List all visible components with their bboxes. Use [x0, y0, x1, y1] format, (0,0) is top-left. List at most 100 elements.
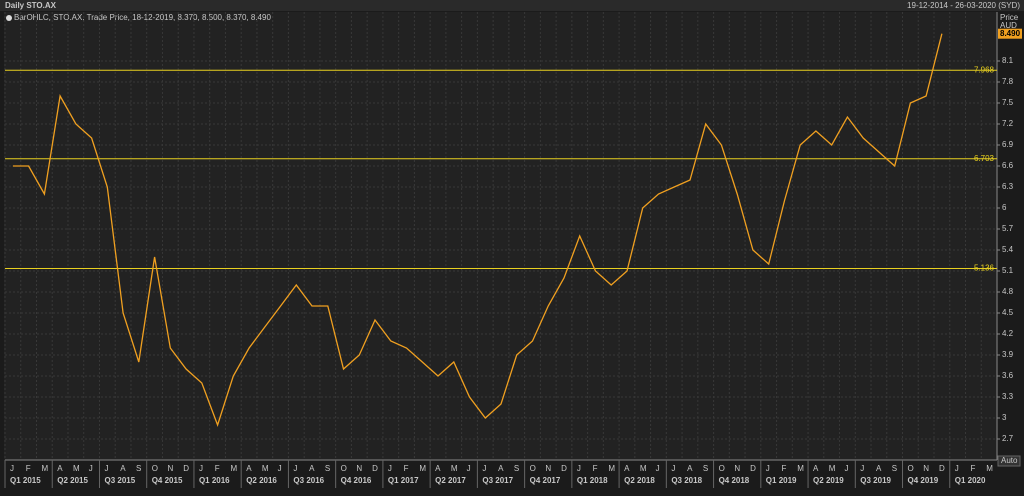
quarter-label: Q2 2016: [246, 476, 277, 485]
y-tick-label: 4.8: [1002, 287, 1014, 296]
x-tick-label: J: [577, 464, 581, 473]
x-tick-label: S: [703, 464, 708, 473]
quarter-label: Q3 2015: [104, 476, 135, 485]
x-tick-label: A: [687, 464, 693, 473]
y-tick-label: 8.1: [1002, 56, 1014, 65]
x-tick-label: A: [624, 464, 630, 473]
y-tick-label: 2.7: [1002, 434, 1014, 443]
y-axis-title: Price: [1000, 13, 1019, 22]
x-tick-label: A: [813, 464, 819, 473]
title-bar: [0, 0, 1024, 11]
x-tick-label: N: [734, 464, 740, 473]
x-tick-label: J: [199, 464, 203, 473]
x-tick-label: S: [892, 464, 897, 473]
y-tick-label: 6.9: [1002, 140, 1014, 149]
x-tick-label: A: [876, 464, 882, 473]
x-tick-label: A: [246, 464, 252, 473]
plot-area: [4, 12, 997, 460]
quarter-label: Q2 2018: [624, 476, 655, 485]
x-tick-label: M: [640, 464, 647, 473]
y-tick-label: 7.2: [1002, 119, 1014, 128]
x-tick-label: N: [923, 464, 929, 473]
x-tick-label: D: [183, 464, 189, 473]
x-tick-label: J: [955, 464, 959, 473]
x-tick-label: J: [278, 464, 282, 473]
x-tick-label: J: [104, 464, 108, 473]
quarter-label: Q4 2018: [719, 476, 750, 485]
x-tick-label: M: [608, 464, 615, 473]
x-tick-label: S: [325, 464, 330, 473]
x-tick-label: J: [293, 464, 297, 473]
x-tick-label: D: [750, 464, 756, 473]
x-tick-label: M: [230, 464, 237, 473]
x-tick-label: J: [766, 464, 770, 473]
quarter-label: Q2 2015: [57, 476, 88, 485]
x-tick-label: M: [41, 464, 48, 473]
x-tick-label: O: [908, 464, 914, 473]
x-tick-label: M: [797, 464, 804, 473]
y-tick-label: 4.2: [1002, 329, 1014, 338]
quarter-label: Q3 2016: [293, 476, 324, 485]
x-tick-label: J: [845, 464, 849, 473]
x-tick-label: J: [89, 464, 93, 473]
y-tick-label: 3: [1002, 413, 1007, 422]
chart-title: Daily STO.AX: [5, 1, 57, 10]
x-tick-label: A: [57, 464, 63, 473]
x-tick-label: O: [719, 464, 725, 473]
x-tick-label: A: [498, 464, 504, 473]
x-tick-label: S: [136, 464, 141, 473]
price-line: [12, 33, 943, 427]
x-tick-label: O: [341, 464, 347, 473]
y-tick-label: 5.7: [1002, 224, 1014, 233]
x-tick-label: F: [404, 464, 409, 473]
quarter-label: Q4 2016: [341, 476, 372, 485]
quarter-label: Q3 2018: [671, 476, 702, 485]
last-price-label: 8.490: [1000, 29, 1021, 38]
reference-label: 6.703: [974, 154, 995, 163]
last-price-tag: [998, 28, 1022, 39]
scale-button-label[interactable]: Auto: [1001, 456, 1018, 465]
date-range: 19-12-2014 - 26-03-2020 (SYD): [907, 1, 1020, 10]
x-tick-label: J: [860, 464, 864, 473]
x-tick-label: A: [309, 464, 315, 473]
y-tick-label: 3.3: [1002, 392, 1014, 401]
x-tick-label: A: [435, 464, 441, 473]
x-tick-label: M: [73, 464, 80, 473]
quarter-label: Q2 2017: [435, 476, 466, 485]
x-tick-label: F: [215, 464, 220, 473]
y-tick-label: 7.8: [1002, 77, 1014, 86]
quarter-label: Q4 2019: [908, 476, 939, 485]
x-tick-label: J: [10, 464, 14, 473]
x-tick-label: N: [356, 464, 362, 473]
reference-label: 7.968: [974, 65, 995, 74]
x-tick-label: O: [530, 464, 536, 473]
x-tick-label: N: [167, 464, 173, 473]
x-tick-label: D: [939, 464, 945, 473]
y-tick-label: 3.9: [1002, 350, 1014, 359]
y-tick-label: 5.4: [1002, 245, 1014, 254]
x-tick-label: M: [262, 464, 269, 473]
quarter-label: Q1 2019: [766, 476, 797, 485]
quarter-label: Q1 2015: [10, 476, 41, 485]
x-tick-label: M: [986, 464, 993, 473]
quarter-label: Q2 2019: [813, 476, 844, 485]
x-tick-label: F: [593, 464, 598, 473]
quarter-label: Q1 2017: [388, 476, 419, 485]
x-tick-label: D: [372, 464, 378, 473]
x-tick-label: D: [561, 464, 567, 473]
x-tick-label: J: [482, 464, 486, 473]
scale-button[interactable]: [997, 455, 1021, 467]
x-tick-label: O: [152, 464, 158, 473]
x-tick-label: S: [514, 464, 519, 473]
legend-icon[interactable]: [6, 15, 12, 21]
reference-label: 5.136: [974, 264, 995, 273]
x-tick-label: A: [120, 464, 126, 473]
quarter-label: Q1 2018: [577, 476, 608, 485]
quarter-label: Q3 2017: [482, 476, 513, 485]
x-tick-label: F: [26, 464, 31, 473]
legend-text: BarOHLC, STO.AX, Trade Price, 18-12-2019…: [14, 13, 271, 22]
x-tick-label: M: [829, 464, 836, 473]
x-tick-label: N: [545, 464, 551, 473]
